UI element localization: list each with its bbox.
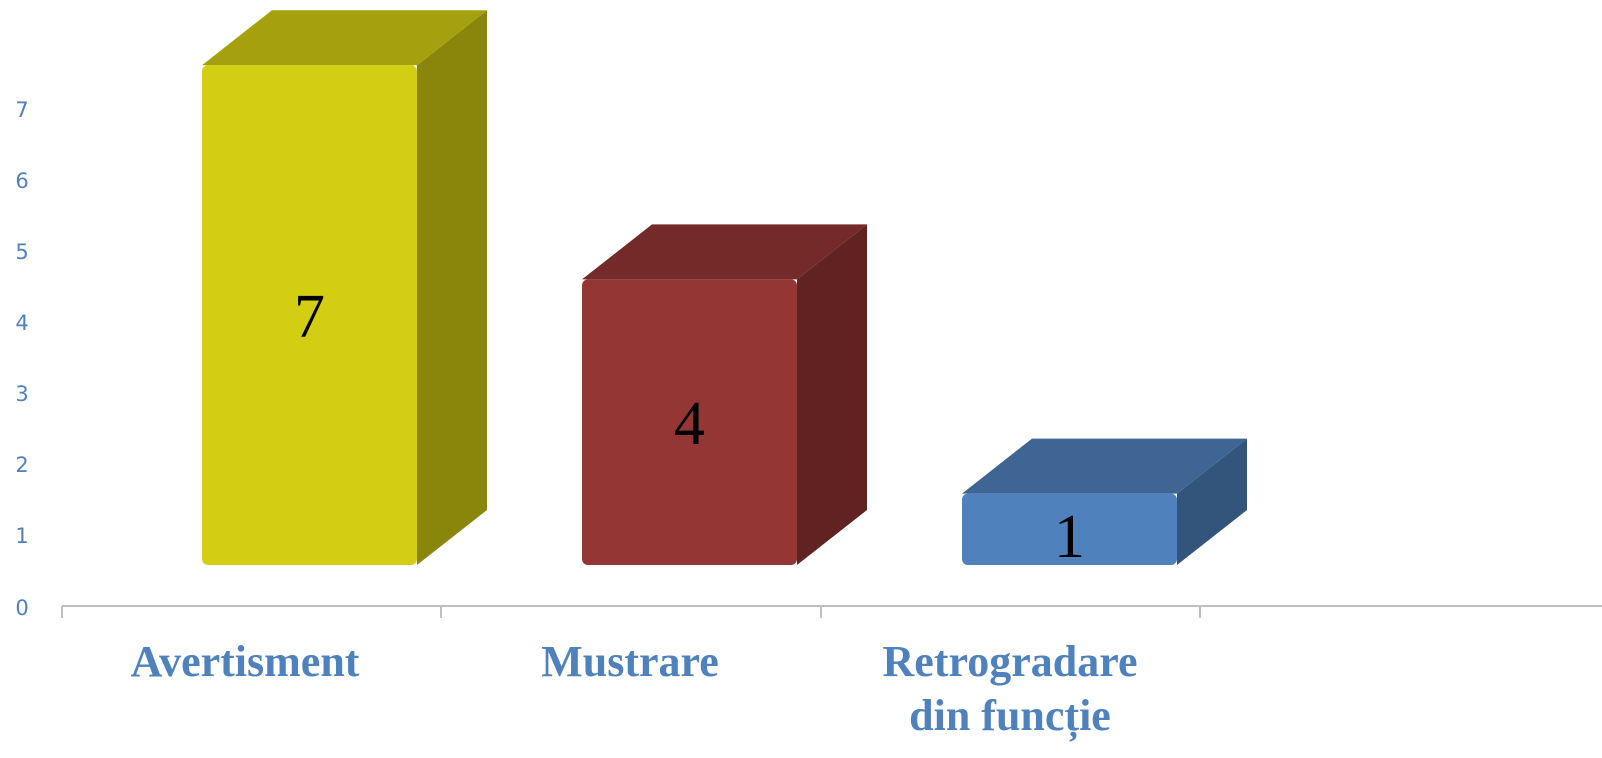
x-category-label: Retrogradare [883,637,1138,686]
data-label: 7 [294,283,325,351]
bar-side-face [1177,438,1247,565]
x-category-labels: Avertisment Mustrare Retrogradare din fu… [131,637,1138,741]
bar-front-face [582,279,797,565]
data-label: 1 [1054,503,1085,571]
bar-top-face [202,10,487,66]
y-tick-label: 3 [15,382,28,406]
y-tick-label: 7 [15,98,28,122]
x-category-label: din funcție [909,691,1111,741]
bar: 7 [202,10,487,565]
bar-side-face [797,224,867,565]
y-tick-label: 6 [15,169,28,193]
y-tick-label: 0 [15,596,28,620]
y-tick-label: 1 [15,524,28,548]
y-tick-label: 2 [15,453,28,477]
bar-front-face [202,65,417,565]
data-label: 4 [674,390,705,458]
bar: 1 [962,438,1247,571]
bars-group: 7 4 1 [202,10,1247,571]
y-tick-label: 4 [15,311,28,335]
x-category-label: Mustrare [541,637,719,686]
bar: 4 [582,224,867,565]
x-axis [61,605,1602,618]
x-category-label: Avertisment [131,637,360,686]
y-tick-label: 5 [15,240,28,264]
bar-side-face [417,10,487,565]
bar-top-face [962,438,1247,494]
y-axis-ticks: 0 1 2 3 4 5 6 7 [15,98,28,620]
bar-top-face [582,224,867,280]
bar-front-face [962,493,1177,565]
